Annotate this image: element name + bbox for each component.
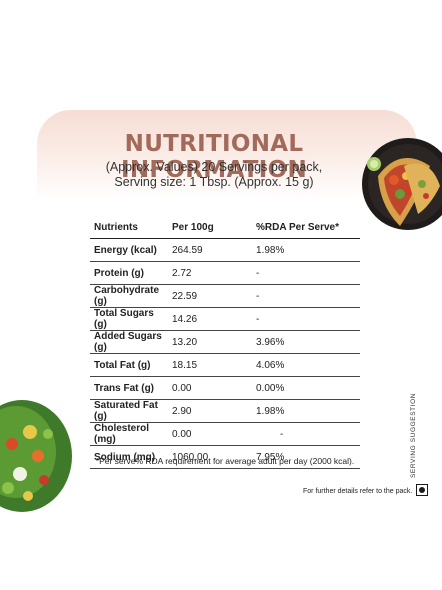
rda-value: 0.00% (252, 376, 360, 400)
rda-value: 4.06% (252, 353, 360, 377)
per-100g-value: 1060.00 (168, 445, 252, 469)
nutrient-name: Protein (g) (90, 261, 168, 285)
card-header-background (37, 110, 417, 200)
per-100g-value: 22.59 (168, 284, 252, 308)
rda-value: - (252, 422, 360, 446)
table-row: Carbohydrate (g) 22.59 - (90, 284, 360, 308)
per-100g-value: 2.72 (168, 261, 252, 285)
nutrient-name: Sodium (mg) (90, 445, 168, 469)
column-header: Nutrients (90, 216, 168, 239)
table-row: Protein (g) 2.72 - (90, 261, 360, 285)
page-title: NUTRITIONAL INFORMATION (120, 131, 308, 183)
pack-details-note: For further details refer to the pack. (303, 488, 413, 495)
serving-suggestion-label: SERVING SUGGESTION (410, 392, 417, 478)
rda-value: 7.95% (252, 445, 360, 469)
per-100g-value: 0.00 (168, 422, 252, 446)
per-100g-value: 18.15 (168, 353, 252, 377)
per-100g-value: 14.26 (168, 307, 252, 331)
table-row: Energy (kcal) 264.59 1.98% (90, 238, 360, 262)
nutrient-name: Saturated Fat (g) (90, 399, 168, 423)
rda-value: 3.96% (252, 330, 360, 354)
rda-value: 1.98% (252, 399, 360, 423)
table-row: Trans Fat (g) 0.00 0.00% (90, 376, 360, 400)
rda-footnote: *Per serve% RDA requirement for average … (95, 456, 355, 466)
nutrient-name: Carbohydrate (g) (90, 284, 168, 308)
rda-value: 1.98% (252, 238, 360, 262)
table-row: Total Fat (g) 18.15 4.06% (90, 353, 360, 377)
table-row: Cholesterol (mg) 0.00 - (90, 422, 360, 446)
nutrient-name: Cholesterol (mg) (90, 422, 168, 446)
nutrient-name: Energy (kcal) (90, 238, 168, 262)
nutrient-name: Added Sugars (g) (90, 330, 168, 354)
column-header: Per 100g (168, 216, 252, 239)
veg-mark-icon (416, 484, 428, 496)
rda-value: - (252, 261, 360, 285)
table-row: Total Sugars (g) 14.26 - (90, 307, 360, 331)
serving-info-line-1: (Approx. Values) 20 Servings per pack, (105, 160, 323, 174)
rda-value: - (252, 284, 360, 308)
nutrient-name: Total Fat (g) (90, 353, 168, 377)
taco-image (362, 138, 442, 230)
per-100g-value: 264.59 (168, 238, 252, 262)
serving-info: (Approx. Values) 20 Servings per pack, S… (40, 160, 388, 190)
column-header: %RDA Per Serve* (252, 216, 360, 239)
nutrient-name: Total Sugars (g) (90, 307, 168, 331)
per-100g-value: 2.90 (168, 399, 252, 423)
table-row: Sodium (mg) 1060.00 7.95% (90, 445, 360, 469)
table-row: Added Sugars (g) 13.20 3.96% (90, 330, 360, 354)
table-header-row: Nutrients Per 100g %RDA Per Serve* (90, 216, 360, 239)
serving-info-line-2: Serving size: 1 Tbsp. (Approx. 15 g) (114, 175, 314, 189)
salad-image (0, 400, 72, 512)
nutrition-table: Nutrients Per 100g %RDA Per Serve* Energ… (90, 216, 360, 469)
per-100g-value: 13.20 (168, 330, 252, 354)
rda-value: - (252, 307, 360, 331)
table-row: Saturated Fat (g) 2.90 1.98% (90, 399, 360, 423)
nutrient-name: Trans Fat (g) (90, 376, 168, 400)
per-100g-value: 0.00 (168, 376, 252, 400)
